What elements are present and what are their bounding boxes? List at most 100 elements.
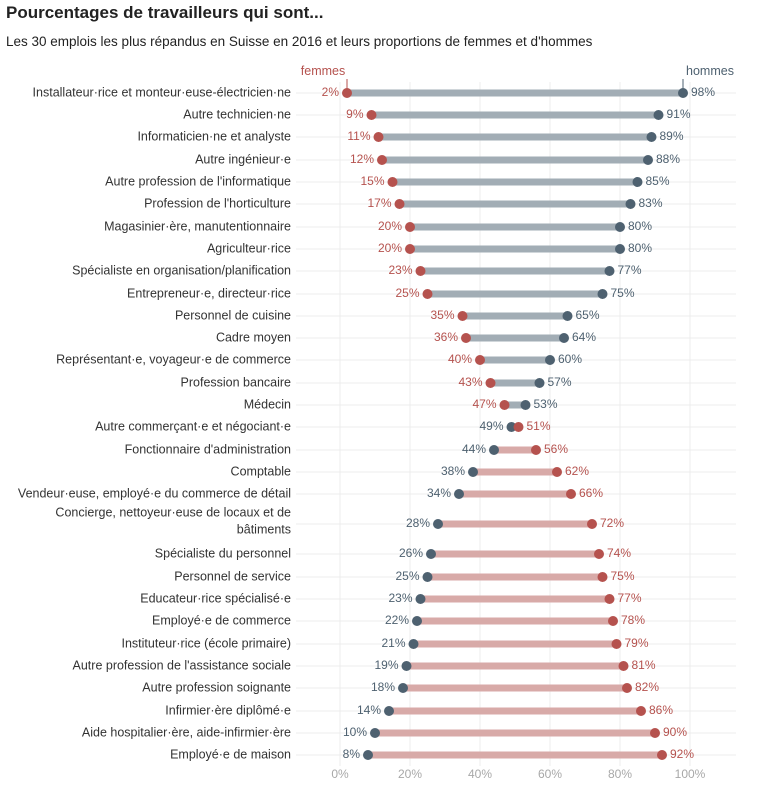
x-tick-label: 20%	[398, 767, 422, 781]
hommes-value-label: 21%	[381, 636, 405, 650]
femmes-dot	[485, 378, 496, 388]
femmes-dot	[394, 199, 405, 209]
hommes-value-label: 91%	[667, 107, 691, 121]
category-label: Profession de l'horticulture	[144, 196, 291, 210]
x-tick-label: 0%	[331, 767, 349, 781]
femmes-dot	[377, 155, 387, 165]
hommes-dot	[468, 467, 478, 477]
femmes-dot	[552, 467, 562, 477]
femmes-dot	[499, 400, 510, 410]
hommes-value-label: 75%	[611, 286, 635, 300]
category-label: Représentant·e, voyageur·e de commerce	[56, 352, 291, 366]
category-label: Aide hospitalier·ère, aide-infirmier·ère	[82, 725, 291, 739]
femmes-dot	[475, 355, 485, 365]
hommes-dot	[643, 155, 653, 165]
category-label: Fonctionnaire d'administration	[125, 442, 291, 456]
hommes-value-label: 18%	[371, 680, 395, 694]
hommes-value-label: 98%	[691, 85, 715, 99]
femmes-value-label: 77%	[618, 591, 642, 605]
femmes-value-label: 17%	[367, 196, 391, 210]
femmes-value-label: 82%	[635, 680, 659, 694]
hommes-dot	[597, 289, 608, 299]
hommes-value-label: 77%	[618, 263, 642, 277]
hommes-dot	[615, 244, 625, 254]
category-label: Spécialiste du personnel	[155, 546, 291, 560]
femmes-dot	[611, 639, 622, 649]
category-label: Installateur·rice et monteur·euse-électr…	[33, 85, 291, 99]
category-label: Agriculteur·rice	[207, 241, 291, 255]
femmes-dot	[622, 683, 632, 693]
femmes-dot	[531, 445, 541, 455]
hommes-value-label: 60%	[558, 352, 582, 366]
category-label: Spécialiste en organisation/planificatio…	[72, 263, 291, 277]
femmes-dot	[597, 572, 608, 582]
hommes-dot	[401, 661, 412, 671]
femmes-value-label: 11%	[347, 129, 370, 143]
label-layer: 0% 20% 40% 60% 80% 100% femmes hommes Installate…	[18, 64, 734, 781]
chart-subtitle: Les 30 emplois les plus répandus en Suis…	[6, 34, 593, 49]
femmes-value-label: 47%	[472, 397, 496, 411]
femmes-dot	[405, 244, 415, 254]
femmes-dot	[373, 132, 384, 142]
femmes-value-label: 9%	[346, 107, 364, 121]
femmes-dot	[594, 549, 604, 559]
hommes-value-label: 49%	[479, 419, 503, 433]
femmes-dot	[461, 333, 471, 343]
femmes-dot	[604, 594, 615, 604]
category-label: Autre ingénieur·e	[195, 152, 291, 166]
femmes-dot	[415, 266, 426, 276]
hommes-value-label: 83%	[639, 196, 663, 210]
hommes-value-label: 57%	[548, 375, 572, 389]
hommes-dot	[398, 683, 408, 693]
femmes-dot	[650, 728, 660, 738]
category-label: Comptable	[231, 464, 291, 478]
femmes-value-label: 56%	[544, 442, 568, 456]
category-label: bâtiments	[237, 522, 291, 536]
hommes-value-label: 8%	[343, 747, 361, 761]
hommes-dot	[559, 333, 569, 343]
femmes-value-label: 66%	[579, 486, 603, 500]
hommes-dot	[615, 222, 625, 232]
category-label: Instituteur·rice (école primaire)	[122, 636, 292, 650]
femmes-value-label: 78%	[621, 613, 645, 627]
hommes-value-label: 88%	[656, 152, 680, 166]
hommes-dot	[433, 519, 443, 529]
category-label: Educateur·rice spécialisé·e	[140, 591, 291, 605]
hommes-value-label: 80%	[628, 241, 652, 255]
femmes-dot	[342, 88, 352, 98]
femmes-dot	[405, 222, 415, 232]
hommes-value-label: 89%	[660, 129, 684, 143]
femmes-dot	[387, 177, 398, 187]
category-label: Autre commerçant·e et négociant·e	[95, 419, 291, 433]
hommes-dot	[384, 706, 394, 716]
category-label: Profession bancaire	[181, 375, 292, 389]
femmes-value-label: 86%	[649, 703, 673, 717]
category-label: Employé·e de maison	[170, 747, 291, 761]
femmes-dot	[636, 706, 646, 716]
hommes-dot	[562, 311, 573, 321]
category-label: Entrepreneur·e, directeur·rice	[127, 286, 291, 300]
femmes-value-label: 15%	[360, 174, 384, 188]
femmes-value-label: 35%	[430, 308, 454, 322]
category-label: Autre technicien·ne	[183, 107, 291, 121]
category-label: Autre profession de l'assistance sociale	[73, 658, 292, 672]
femmes-value-label: 92%	[670, 747, 694, 761]
hommes-dot	[520, 400, 531, 410]
hommes-value-label: 85%	[646, 174, 670, 188]
femmes-value-label: 12%	[350, 152, 374, 166]
hommes-value-label: 25%	[395, 569, 419, 583]
femmes-value-label: 90%	[663, 725, 687, 739]
femmes-dot	[513, 422, 524, 432]
x-tick-label: 60%	[538, 767, 562, 781]
femmes-dot	[566, 489, 576, 499]
femmes-value-label: 62%	[565, 464, 589, 478]
hommes-dot	[412, 616, 422, 626]
x-tick-label: 80%	[608, 767, 632, 781]
category-label: Infirmier·ère diplômé·e	[165, 703, 291, 717]
bar-layer	[342, 88, 688, 760]
hommes-dot	[489, 445, 499, 455]
hommes-dot	[653, 110, 664, 120]
hommes-dot	[408, 639, 419, 649]
femmes-value-label: 36%	[434, 330, 458, 344]
hommes-value-label: 28%	[406, 516, 430, 530]
